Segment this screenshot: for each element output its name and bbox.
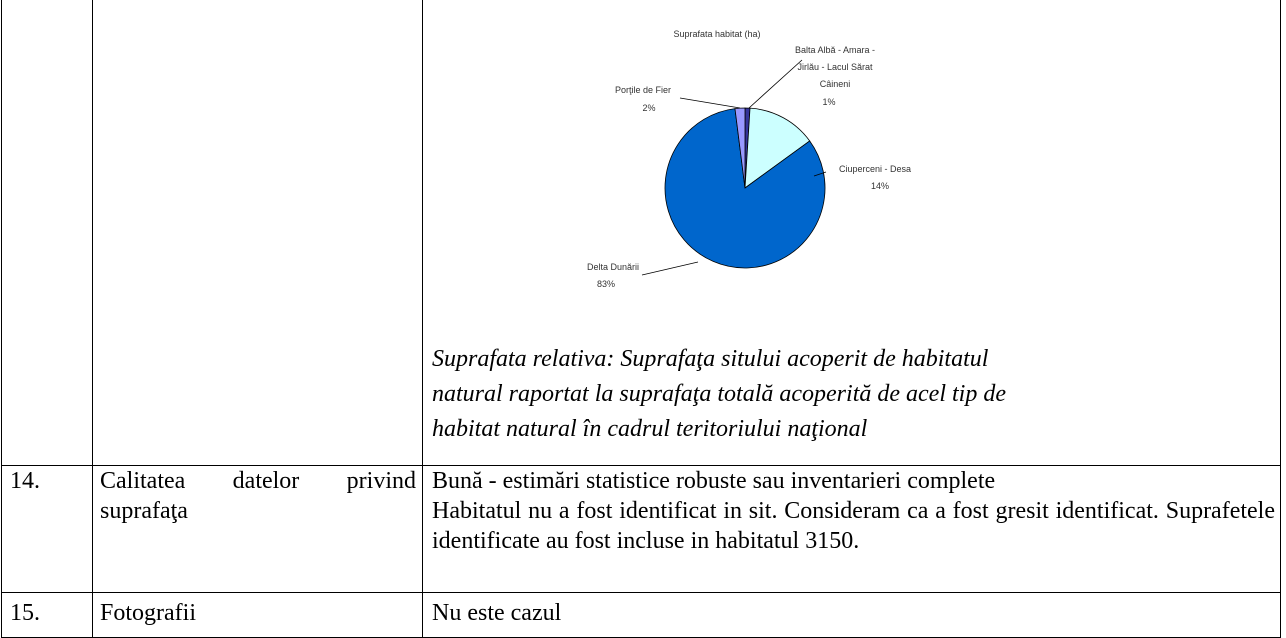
slice-label: Delta Dunării	[586, 262, 640, 272]
slice-label: Balta Albă - Amara - Jirlău - Lacul Săra…	[794, 45, 876, 89]
row-text: Bună - estimări statistice robuste sau i…	[432, 468, 996, 494]
row-label: Calitatea datelor privind suprafaţa	[100, 468, 416, 524]
note: Suprafata relativa: Suprafaţa sitului ac…	[432, 346, 1006, 442]
border	[1, 465, 1281, 466]
slice-value-label: 83%	[596, 279, 615, 289]
row-text: Nu este cazul	[432, 600, 562, 626]
row-label: Fotografii	[100, 600, 196, 626]
border	[92, 0, 93, 638]
border	[1280, 0, 1281, 638]
slice-value-label: 14%	[870, 181, 889, 191]
pie-slice	[734, 107, 746, 189]
pie-slice	[744, 107, 811, 189]
chart-title: Suprafata habitat (ha)	[673, 29, 761, 39]
border	[1, 0, 2, 638]
leader-line	[813, 171, 827, 177]
slice-value-label: 1%	[822, 97, 836, 107]
row-number: 15.	[10, 600, 40, 626]
border	[1, 592, 1281, 593]
row-number: 14.	[10, 468, 40, 494]
row-text: Habitatul nu a fost identificat in sit. …	[432, 498, 1275, 554]
pie-slice	[664, 108, 826, 269]
pie-chart	[641, 59, 827, 276]
border	[422, 0, 423, 638]
leader-line	[748, 59, 803, 109]
slice-label: Ciuperceni - Desa	[838, 164, 912, 174]
leader-line	[641, 261, 699, 276]
slice-value-label: 2%	[642, 103, 656, 113]
leader-line	[679, 97, 741, 109]
slice-label: Porţile de Fier	[614, 85, 672, 95]
